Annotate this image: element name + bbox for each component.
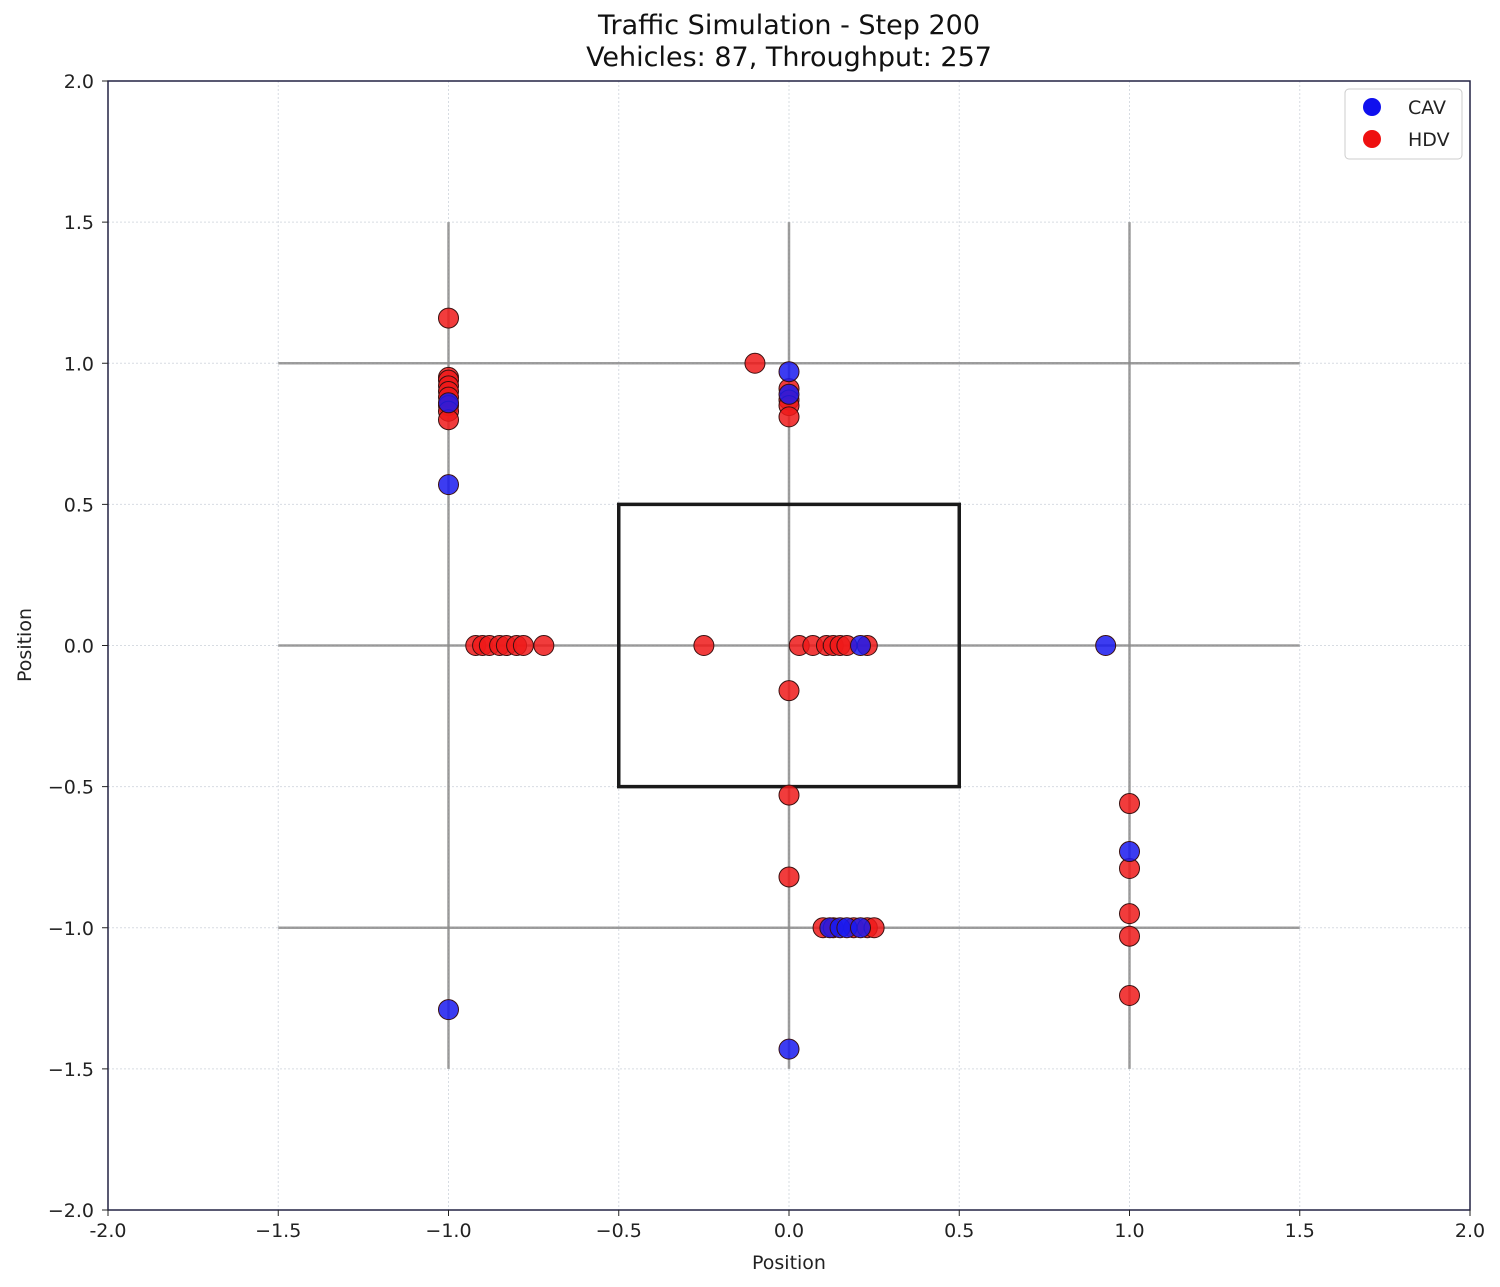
legend: CAV HDV bbox=[1344, 88, 1463, 160]
x-tick-label-3: −0.5 bbox=[596, 1220, 642, 1242]
x-tick-label-8: 2.0 bbox=[1455, 1220, 1485, 1242]
cav-point-4 bbox=[850, 635, 872, 656]
chart-title: Traffic Simulation - Step 200 bbox=[597, 10, 981, 41]
x-tick-label-2: −1.0 bbox=[425, 1220, 471, 1242]
y-tick-label-2: −1.0 bbox=[48, 918, 94, 940]
y-tick-label-1: −1.5 bbox=[48, 1059, 94, 1081]
vehicle-points bbox=[438, 307, 1140, 1060]
x-tick-label-7: 1.5 bbox=[1285, 1220, 1315, 1242]
legend-cav-marker bbox=[1363, 98, 1381, 116]
hdv-point-21 bbox=[533, 635, 555, 656]
y-axis-label: Position bbox=[14, 608, 36, 682]
cav-point-10 bbox=[850, 917, 872, 939]
hdv-point-32 bbox=[778, 866, 800, 888]
y-tick-label-6: 1.0 bbox=[64, 353, 94, 375]
hdv-point-42 bbox=[1119, 984, 1140, 1006]
cav-point-12 bbox=[778, 1038, 800, 1060]
cav-point-0 bbox=[778, 361, 800, 383]
y-tick-label-3: −0.5 bbox=[48, 777, 94, 799]
cav-point-5 bbox=[1095, 635, 1117, 656]
hdv-point-38 bbox=[1119, 793, 1140, 815]
legend-hdv-marker bbox=[1363, 130, 1381, 148]
cav-point-1 bbox=[778, 383, 800, 405]
cav-point-6 bbox=[1119, 841, 1140, 863]
cav-point-3 bbox=[438, 392, 459, 414]
x-tick-label-1: −1.5 bbox=[255, 1220, 301, 1242]
hdv-point-31 bbox=[778, 784, 800, 806]
hdv-point-20 bbox=[512, 635, 534, 656]
x-axis-label: Position bbox=[752, 1252, 826, 1274]
legend-hdv-label: HDV bbox=[1408, 129, 1450, 151]
hdv-point-40 bbox=[1119, 903, 1140, 925]
hdv-point-13 bbox=[778, 406, 800, 428]
legend-cav-label: CAV bbox=[1408, 97, 1446, 119]
y-tick-label-7: 1.5 bbox=[64, 212, 94, 234]
hdv-point-22 bbox=[693, 635, 715, 656]
y-tick-label-5: 0.5 bbox=[64, 494, 94, 516]
y-tick-label-4: 0.0 bbox=[64, 636, 94, 658]
y-tick-label-8: 2.0 bbox=[64, 71, 94, 93]
hdv-point-41 bbox=[1119, 925, 1140, 947]
x-tick-label-4: 0.0 bbox=[774, 1220, 804, 1242]
x-tick-label-6: 1.0 bbox=[1114, 1220, 1144, 1242]
x-tick-label-5: 0.5 bbox=[944, 1220, 974, 1242]
hdv-point-30 bbox=[778, 680, 800, 702]
hdv-point-0 bbox=[438, 307, 459, 329]
x-tick-label-0: -2.0 bbox=[89, 1220, 126, 1242]
chart-subtitle: Vehicles: 87, Throughput: 257 bbox=[586, 42, 992, 73]
hdv-point-9 bbox=[744, 352, 766, 374]
axis-ticks: -2.0 −1.5 −1.0 −0.5 0.0 0.5 1.0 1.5 2.0 −2.0 −1.5 −… bbox=[48, 71, 1485, 1242]
y-tick-label-0: −2.0 bbox=[48, 1200, 94, 1222]
cav-point-2 bbox=[438, 474, 459, 496]
cav-point-11 bbox=[438, 999, 459, 1021]
